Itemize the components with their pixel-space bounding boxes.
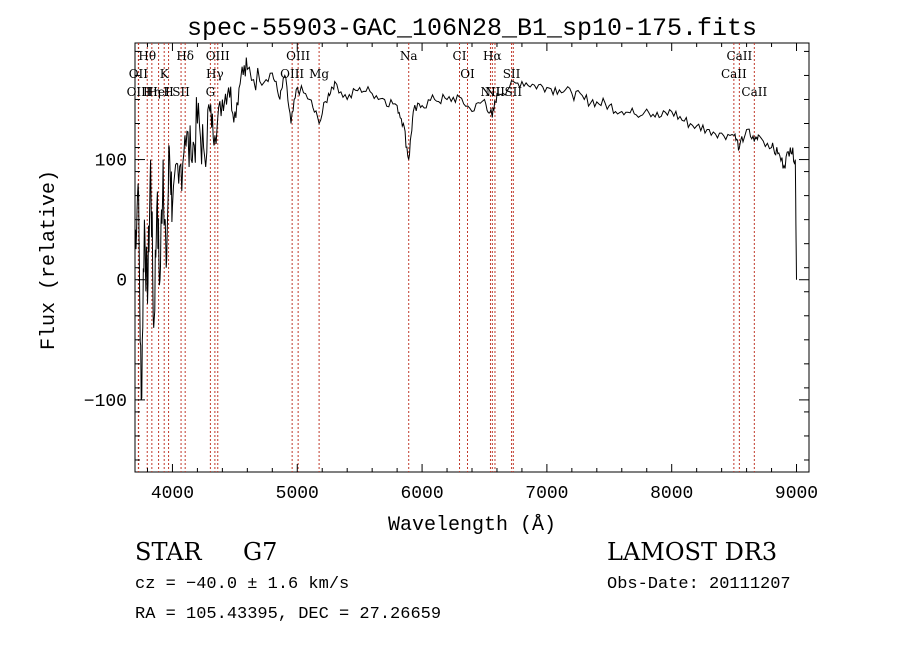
- marker-label: G: [206, 85, 216, 99]
- marker-label: H: [163, 85, 173, 99]
- marker-label: Hδ: [176, 49, 194, 63]
- marker-label: Hη: [143, 85, 161, 99]
- redshift-cz: cz = −40.0 ± 1.6 km/s: [135, 575, 349, 594]
- marker-label: Na: [400, 49, 418, 63]
- obs-date: Obs-Date: 20111207: [607, 575, 791, 594]
- marker-label: HeI: [147, 85, 170, 99]
- x-tick-label: 4000: [151, 484, 194, 504]
- marker-label: CaII: [741, 85, 767, 99]
- y-tick-label: −100: [84, 392, 127, 412]
- marker-label: NII: [480, 85, 500, 99]
- marker-label: Hθ: [138, 49, 156, 63]
- marker-label: OIII: [127, 85, 151, 99]
- marker-label: Mg: [309, 67, 329, 81]
- x-tick-label: 5000: [276, 484, 319, 504]
- marker-label: CaII: [721, 67, 747, 81]
- marker-label: Hγ: [206, 67, 224, 81]
- x-tick-label: 9000: [775, 484, 818, 504]
- x-tick-label: 6000: [400, 484, 443, 504]
- coordinates: RA = 105.43395, DEC = 27.26659: [135, 605, 441, 624]
- marker-label: OII: [129, 67, 149, 81]
- marker-label: SII: [503, 67, 521, 81]
- marker-label: CaII: [726, 49, 752, 63]
- marker-label: K: [160, 67, 170, 81]
- marker-label: NII: [485, 85, 505, 99]
- marker-label: SII: [172, 85, 190, 99]
- x-tick-label: 8000: [650, 484, 693, 504]
- marker-label: Hα: [483, 49, 502, 63]
- y-tick-label: 100: [95, 152, 127, 172]
- marker-label: CI: [453, 49, 467, 63]
- object-subclass: G7: [243, 538, 277, 566]
- x-axis-label: Wavelength (Å): [388, 514, 556, 537]
- x-tick-label: 7000: [525, 484, 568, 504]
- spectrum-line: [134, 57, 797, 401]
- y-axis-label: Flux (relative): [38, 170, 61, 350]
- chart-title: spec-55903-GAC_106N28_B1_sp10-175.fits: [187, 14, 757, 43]
- marker-label: OI: [460, 67, 475, 81]
- marker-label: OIII: [206, 49, 230, 63]
- marker-label: OIII: [280, 67, 304, 81]
- object-class: STAR: [135, 538, 202, 566]
- marker-label: OIII: [286, 49, 310, 63]
- y-tick-label: 0: [116, 272, 127, 292]
- survey-name: LAMOST DR3: [607, 538, 777, 566]
